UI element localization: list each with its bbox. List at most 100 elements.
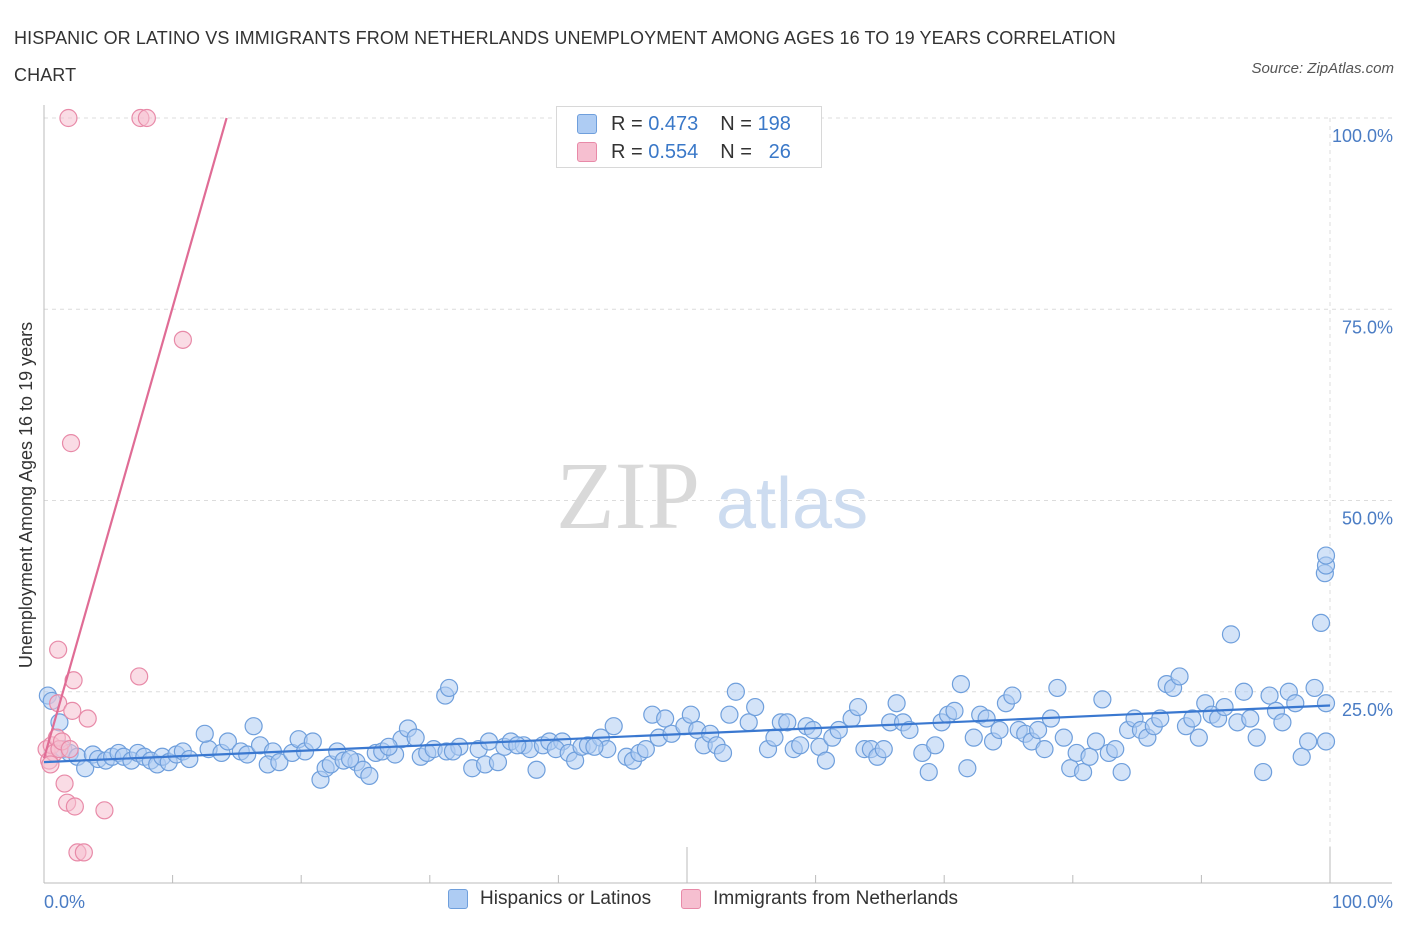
point-netherlands xyxy=(173,330,192,349)
legend-row-netherlands: R = 0.554 N = 26 xyxy=(577,139,791,165)
series-name-hispanics: Hispanics or Latinos xyxy=(480,888,652,909)
point-hispanics xyxy=(218,732,237,751)
legend-n-value: 26 xyxy=(768,140,791,163)
point-hispanics xyxy=(1080,747,1099,766)
point-hispanics xyxy=(340,749,360,769)
point-netherlands xyxy=(65,797,84,816)
legend-r-label: R = xyxy=(611,112,643,135)
point-hispanics xyxy=(951,674,971,694)
point-hispanics xyxy=(1234,682,1253,701)
point-hispanics xyxy=(958,759,977,778)
series-name-netherlands: Immigrants from Netherlands xyxy=(713,888,959,909)
series-netherlands-points xyxy=(37,108,192,862)
point-hispanics xyxy=(739,713,758,732)
point-hispanics xyxy=(1292,747,1311,766)
point-hispanics xyxy=(527,760,546,779)
watermark-zip: ZIP xyxy=(556,442,700,549)
point-hispanics xyxy=(406,728,425,747)
watermark: ZIP atlas xyxy=(556,442,868,549)
y-tick-label: 25.0% xyxy=(1342,700,1393,720)
point-hispanics xyxy=(443,742,463,761)
point-hispanics xyxy=(1106,740,1125,759)
point-hispanics xyxy=(244,717,263,736)
point-hispanics xyxy=(508,736,527,755)
point-hispanics xyxy=(720,705,739,724)
point-netherlands xyxy=(95,801,114,820)
point-hispanics xyxy=(816,751,835,770)
point-hispanics xyxy=(1316,732,1336,751)
point-hispanics xyxy=(1086,732,1106,751)
series-legend-hispanics: Hispanics or Latinos xyxy=(448,888,651,910)
x-tick-label: 0.0% xyxy=(44,892,85,912)
series-hispanics-points xyxy=(38,546,1336,789)
trend-line-netherlands xyxy=(42,117,228,759)
point-netherlands xyxy=(137,108,156,128)
point-hispanics xyxy=(1054,728,1073,747)
point-hispanics xyxy=(1093,690,1112,709)
point-hispanics xyxy=(945,701,964,720)
watermark-atlas: atlas xyxy=(716,464,868,544)
point-hispanics xyxy=(439,678,459,698)
point-hispanics xyxy=(1035,740,1054,759)
x-tick-labels: 0.0% 100.0% xyxy=(44,892,1393,912)
point-hispanics xyxy=(803,720,823,740)
point-hispanics xyxy=(746,697,765,717)
point-hispanics xyxy=(1221,625,1241,644)
legend-r-value: 0.554 xyxy=(648,140,699,163)
point-hispanics xyxy=(1254,762,1273,782)
point-hispanics xyxy=(791,736,810,755)
legend: R = 0.473 N = 198 R = 0.554 N = 26 xyxy=(556,106,822,168)
point-hispanics xyxy=(887,694,906,713)
point-hispanics xyxy=(585,737,604,756)
point-hispanics xyxy=(1316,546,1336,565)
point-hispanics xyxy=(990,720,1009,740)
point-hispanics xyxy=(1189,728,1208,747)
point-hispanics xyxy=(1215,697,1234,717)
point-hispanics xyxy=(604,717,623,736)
point-hispanics xyxy=(1247,728,1266,747)
point-hispanics xyxy=(195,724,214,743)
y-tick-label: 50.0% xyxy=(1342,509,1393,529)
point-hispanics xyxy=(765,728,784,747)
point-netherlands xyxy=(55,774,74,793)
point-hispanics xyxy=(1299,732,1318,751)
point-hispanics xyxy=(1260,686,1279,705)
point-hispanics xyxy=(1286,694,1305,713)
point-hispanics xyxy=(360,766,379,786)
point-hispanics xyxy=(964,728,983,747)
point-hispanics xyxy=(1028,720,1048,740)
point-hispanics xyxy=(713,743,733,763)
point-hispanics xyxy=(977,709,996,728)
chart-title: HISPANIC OR LATINO VS IMMIGRANTS FROM NE… xyxy=(14,28,1116,85)
point-hispanics xyxy=(303,732,322,751)
series-swatch-pink xyxy=(681,889,702,909)
legend-swatch-pink xyxy=(577,142,597,162)
point-netherlands xyxy=(63,701,82,720)
source-label: Source: ZipAtlas.com xyxy=(1251,60,1394,77)
legend-row-hispanics: R = 0.473 N = 198 xyxy=(577,111,791,137)
series-legend-netherlands: Immigrants from Netherlands xyxy=(681,888,958,910)
legend-n-label: N = xyxy=(720,140,752,163)
legend-r-value: 0.473 xyxy=(648,112,699,135)
point-hispanics xyxy=(681,705,700,724)
point-netherlands xyxy=(61,434,81,453)
point-hispanics xyxy=(848,697,868,717)
point-hispanics xyxy=(180,749,199,769)
point-hispanics xyxy=(270,753,289,772)
point-hispanics xyxy=(1311,613,1331,633)
point-hispanics xyxy=(829,720,848,740)
series-swatch-blue xyxy=(448,889,468,909)
trend-lines xyxy=(42,117,1331,764)
y-tick-label: 100.0% xyxy=(1332,126,1393,146)
point-netherlands xyxy=(49,640,68,659)
x-tick-label: 100.0% xyxy=(1332,892,1393,912)
point-netherlands xyxy=(130,667,149,686)
point-hispanics xyxy=(926,736,945,755)
point-hispanics xyxy=(778,713,797,732)
y-tick-label: 75.0% xyxy=(1342,317,1393,337)
trend-line-hispanics xyxy=(43,704,1331,764)
series-legend: Hispanics or Latinos Immigrants from Net… xyxy=(448,888,988,910)
point-hispanics xyxy=(1305,678,1324,698)
point-hispanics xyxy=(1112,762,1131,782)
